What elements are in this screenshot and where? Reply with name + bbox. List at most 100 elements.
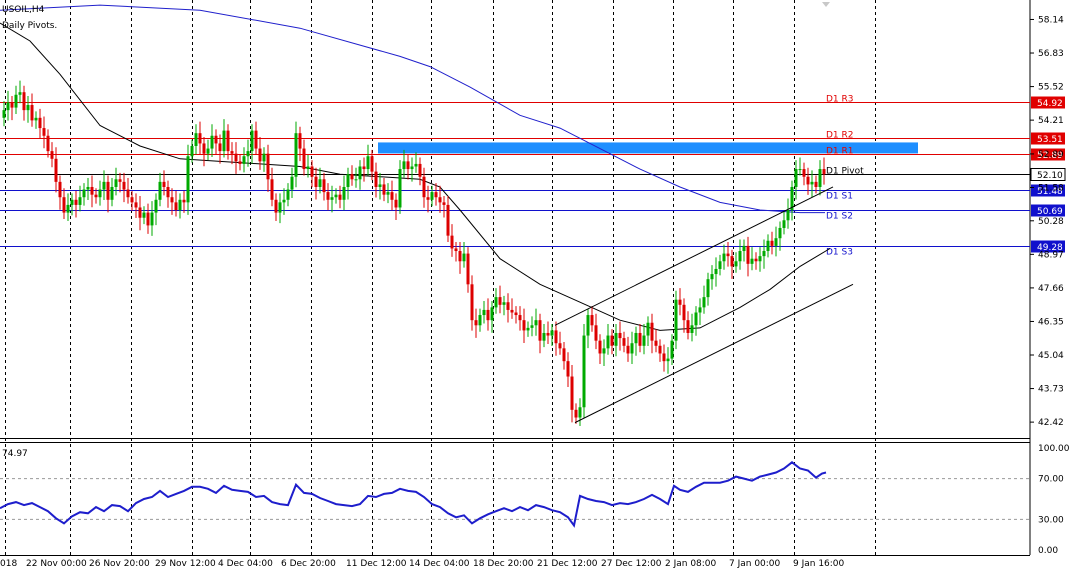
candle-body	[274, 199, 278, 213]
candle-body	[590, 315, 594, 326]
candle-body	[698, 307, 702, 313]
candle-body	[730, 256, 734, 267]
candle-body	[802, 169, 806, 177]
candle-body	[658, 345, 662, 354]
candle-body	[782, 220, 786, 228]
pivot-name: D1 R2	[826, 131, 854, 141]
candle-body	[18, 92, 22, 95]
pivot-name: D1 R3	[826, 95, 854, 105]
candle-body	[310, 166, 314, 177]
candle-body	[574, 409, 578, 418]
candle-body	[14, 94, 18, 108]
price-tick-label: 45.04	[1038, 351, 1064, 361]
candle-body	[126, 189, 130, 198]
moving-average-long	[0, 4, 825, 214]
candle-body	[42, 128, 46, 136]
candle-body	[538, 320, 542, 341]
candle-body	[682, 304, 686, 321]
candle-body	[166, 186, 170, 198]
candle-body	[762, 251, 766, 257]
pivot-price-value: 54.92	[1037, 99, 1063, 109]
candle-body	[506, 302, 510, 310]
candle-body	[666, 358, 670, 362]
candle-body	[526, 327, 530, 331]
candle-body	[178, 199, 182, 211]
candle-body	[582, 335, 586, 408]
candle-body	[786, 210, 790, 221]
candle-body	[482, 309, 486, 316]
candle-body	[302, 148, 306, 170]
candle-body	[186, 156, 190, 203]
candle-body	[606, 335, 610, 349]
pivot-price-value: 50.69	[1037, 207, 1063, 217]
candle-body	[194, 133, 198, 146]
candle-body	[238, 161, 242, 164]
moving-averages	[0, 4, 831, 331]
candle-body	[234, 153, 238, 162]
candle-body	[354, 179, 358, 181]
candle-body	[478, 315, 482, 326]
candle-body	[210, 135, 214, 149]
candle-body	[74, 199, 78, 205]
oscillator-tick-label: 0.00	[1038, 546, 1058, 556]
candle-body	[810, 181, 814, 185]
candle-body	[546, 332, 550, 336]
indicator-label: Daily Pivots.	[2, 21, 57, 31]
pivot-levels: D1 R3 54.92 D1 R2 53.51 D1 R1 52.89 D1 Pivot 52…	[0, 95, 1066, 258]
candle-body	[258, 148, 262, 162]
candle-body	[342, 186, 346, 200]
candle-body	[162, 181, 166, 187]
candle-body	[34, 117, 38, 121]
candle-body	[754, 258, 758, 262]
candle-body	[362, 166, 366, 170]
price-tick-label: 48.97	[1038, 250, 1064, 260]
candle-body	[798, 169, 802, 171]
oscillator-tick-label: 30.00	[1038, 515, 1064, 525]
candle-body	[122, 181, 126, 190]
candle-body	[446, 204, 450, 236]
candle-body	[418, 163, 422, 177]
pivot-price-value: 52.89	[1037, 151, 1063, 161]
candle-body	[102, 181, 106, 190]
resistance-zone	[378, 142, 918, 154]
candle-body	[318, 179, 322, 187]
candle-body	[794, 169, 798, 187]
candle-body	[382, 184, 386, 195]
candle-body	[594, 325, 598, 341]
candle-body	[638, 332, 642, 346]
candle-body	[718, 261, 722, 269]
price-tick-label: 54.21	[1038, 116, 1064, 126]
candle-body	[282, 199, 286, 203]
candle-body	[70, 199, 74, 205]
candle-body	[450, 235, 454, 249]
candle-body	[642, 335, 646, 346]
candle-body	[570, 376, 574, 410]
candle-body	[626, 345, 630, 354]
candle-body	[54, 158, 58, 182]
candle-body	[214, 135, 218, 144]
candle-body	[138, 207, 142, 218]
time-axis-label: 27 Dec 12:00	[601, 559, 662, 569]
candle-body	[714, 268, 718, 275]
candles	[2, 80, 826, 426]
candle-body	[742, 245, 746, 252]
candle-body	[226, 130, 230, 152]
candle-body	[334, 194, 338, 198]
candle-body	[706, 279, 710, 298]
time-axis-label: 7 Jan 00:00	[729, 559, 781, 569]
candle-body	[454, 248, 458, 252]
shift-marker-icon[interactable]	[822, 2, 830, 7]
candle-body	[174, 202, 178, 211]
candle-body	[170, 197, 174, 203]
candle-body	[370, 156, 374, 172]
trend-channel	[554, 186, 854, 424]
price-tick-label: 50.28	[1038, 217, 1064, 227]
oscillator-tick-label: 100.00	[1038, 444, 1070, 454]
candle-body	[562, 348, 566, 362]
candle-body	[190, 146, 194, 157]
candle-body	[426, 197, 430, 200]
candle-body	[758, 256, 762, 262]
candle-body	[222, 130, 226, 152]
candle-body	[434, 192, 438, 198]
